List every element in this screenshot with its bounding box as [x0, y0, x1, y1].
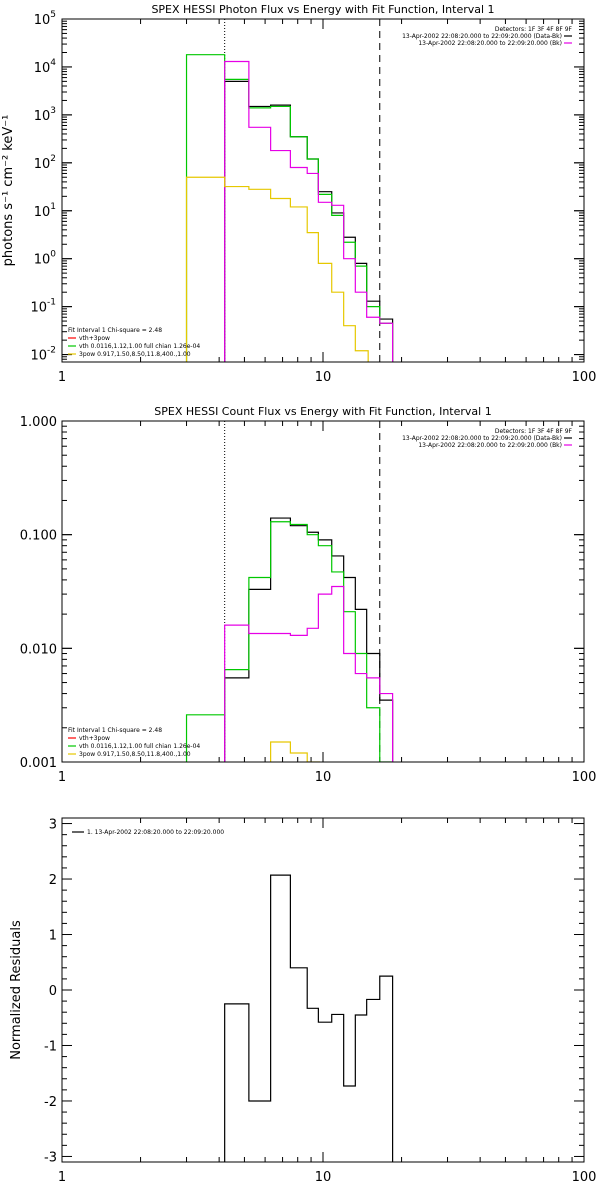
header-line: 13-Apr-2002 22:08:20.000 to 22:09:20.000… — [402, 435, 562, 442]
y-tick-label: -2 — [44, 1095, 57, 1110]
x-tick-label: 100 — [572, 1170, 597, 1185]
y-axis-label: Normalized Residuals — [9, 920, 24, 1060]
fit-info-entry: vth+3pow — [79, 735, 110, 742]
series-0-histogram — [225, 81, 393, 362]
header-line: 13-Apr-2002 22:08:20.000 to 22:09:20.000… — [418, 442, 562, 449]
y-tick-label: 104 — [34, 58, 57, 76]
fit-info-heading: Fit Interval 1 Chi-square = 2.48 — [68, 327, 162, 334]
series-0-histogram — [225, 875, 393, 1162]
x-tick-label: 100 — [572, 770, 597, 785]
series-1-histogram — [187, 55, 393, 362]
y-tick-label: 0 — [49, 984, 57, 999]
series-1-histogram — [187, 522, 393, 762]
chart-title: SPEX HESSI Count Flux vs Energy with Fit… — [154, 405, 491, 418]
x-tick-label: 1 — [58, 770, 66, 785]
y-tick-label: 10-1 — [30, 298, 56, 316]
y-tick-label: 0.100 — [20, 529, 57, 544]
series-2-histogram — [225, 586, 393, 762]
fit-info-entry: vth 0.0116,1.12,1.00 full chian 1.26e-04 — [79, 743, 200, 750]
header-line: 13-Apr-2002 22:08:20.000 to 22:09:20.000… — [418, 40, 562, 47]
plot-frame — [62, 19, 584, 362]
y-tick-label: 2 — [49, 873, 57, 888]
panel-residuals: 1 10 100 -3 -2 -1 0 1 2 3 Normalized Residuals 1. 1… — [9, 818, 596, 1185]
plot-frame — [62, 421, 584, 762]
y-tick-label: 0.010 — [20, 642, 57, 657]
y-tick-label: 1 — [49, 929, 57, 944]
x-tick-label: 1 — [58, 370, 66, 385]
y-tick-label: 102 — [34, 154, 56, 172]
fit-info-entry: 3pow 0.917,1.50,8.50,11.8,400.,1.00 — [79, 351, 191, 358]
panel-count: SPEX HESSI Count Flux vs Energy with Fit… — [20, 405, 597, 785]
y-tick-label: 101 — [34, 202, 56, 220]
x-tick-label: 100 — [572, 370, 597, 385]
y-tick-label: -3 — [44, 1150, 57, 1165]
legend-entry: 1. 13-Apr-2002 22:08:20.000 to 22:09:20.… — [87, 829, 224, 836]
fit-info-entry: vth 0.0116,1.12,1.00 full chian 1.26e-04 — [79, 343, 200, 350]
y-tick-label: 105 — [34, 10, 56, 28]
plot-frame — [62, 818, 584, 1162]
x-tick-label: 1 — [58, 1170, 66, 1185]
header-line: 13-Apr-2002 22:08:20.000 to 22:09:20.000… — [402, 33, 562, 40]
y-tick-label: 0.001 — [20, 756, 57, 771]
x-tick-label: 10 — [315, 1170, 332, 1185]
x-tick-label: 10 — [315, 770, 332, 785]
fit-info-entry: vth+3pow — [79, 335, 110, 342]
y-tick-label: 10-2 — [30, 346, 56, 364]
fit-info-entry: 3pow 0.917,1.50,8.50,11.8,400.,1.00 — [79, 751, 191, 758]
header-line: Detectors: 1F 3F 4F 8F 9F — [495, 428, 573, 435]
y-tick-label: 100 — [34, 250, 57, 268]
y-tick-label: 103 — [34, 106, 56, 124]
x-tick-label: 10 — [315, 370, 332, 385]
header-line: Detectors: 1F 3F 4F 8F 9F — [495, 26, 573, 33]
fit-info-heading: Fit Interval 1 Chi-square = 2.48 — [68, 727, 162, 734]
series-0-histogram — [225, 518, 393, 762]
series-3-histogram — [271, 742, 320, 762]
chart-title: SPEX HESSI Photon Flux vs Energy with Fi… — [151, 3, 494, 16]
y-tick-label: 1.000 — [20, 415, 57, 430]
y-tick-label: 3 — [49, 818, 57, 833]
y-axis-label: photons s⁻¹ cm⁻² keV⁻¹ — [1, 115, 16, 267]
y-tick-label: -1 — [44, 1039, 57, 1054]
panel-photon: SPEX HESSI Photon Flux vs Energy with Fi… — [1, 3, 596, 385]
